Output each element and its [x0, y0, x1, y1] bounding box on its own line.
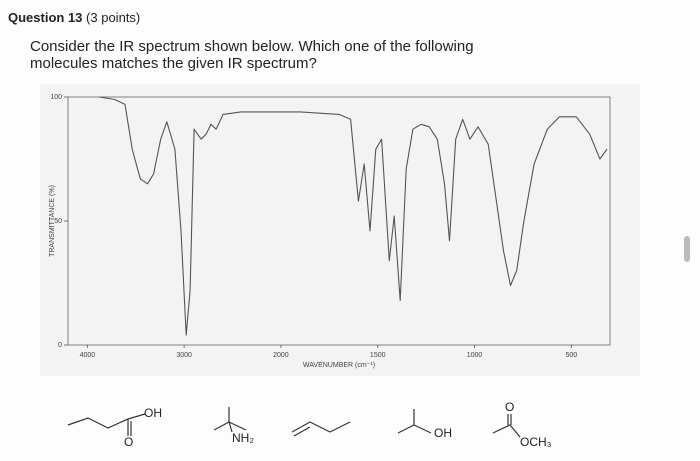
- question-number: Question 13: [8, 10, 83, 25]
- y-tick-label: 100: [50, 94, 62, 101]
- y-axis-label: TRANSMITTANCE (%): [49, 185, 56, 257]
- x-tick-label: 1000: [467, 352, 483, 359]
- x-tick-label: 2000: [273, 352, 289, 359]
- atom-label: OCH₃: [520, 435, 552, 449]
- atom-label: O: [505, 400, 514, 414]
- spectrum-image: [40, 84, 640, 376]
- x-tick-label: 1500: [370, 352, 386, 359]
- scrollbar[interactable]: [684, 236, 690, 262]
- atom-label: OH: [144, 406, 162, 420]
- bond: [492, 424, 521, 438]
- x-tick-label: 4000: [80, 352, 96, 359]
- question-points: (3 points): [86, 10, 141, 25]
- bond: [293, 426, 311, 437]
- bond: [228, 421, 233, 433]
- atom-label: O: [124, 435, 133, 449]
- answer-structures: OH O NH₂ OH O OCH₃: [67, 400, 552, 449]
- spectrum-line: [99, 96, 608, 336]
- question-header: Question 13 (3 points): [8, 10, 140, 25]
- bond: [67, 413, 146, 429]
- x-axis-label: WAVENUMBER (cm⁻¹): [303, 362, 375, 369]
- y-tick-label: 0: [58, 342, 62, 349]
- x-tick-label: 3000: [176, 352, 192, 359]
- question-text: Consider the IR spectrum shown below. Wh…: [30, 38, 474, 72]
- x-tick-label: 500: [565, 352, 577, 359]
- y-tick-label: 50: [54, 218, 62, 225]
- atom-label: NH₂: [232, 431, 254, 445]
- bond: [397, 424, 432, 434]
- atom-label: OH: [434, 426, 452, 440]
- bond: [291, 421, 351, 433]
